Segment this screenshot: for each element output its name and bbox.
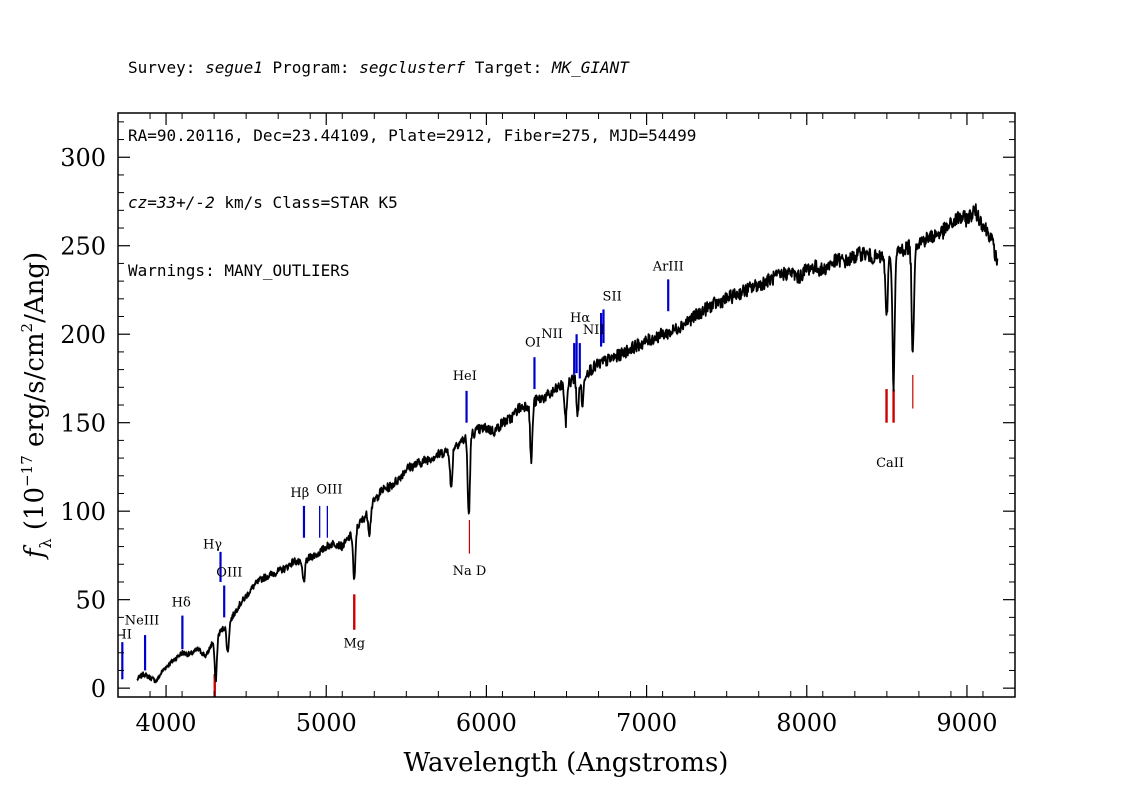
emission-line-label: HeI <box>453 369 477 384</box>
survey-value: segue1 <box>205 58 263 77</box>
absorption-line-label: Mg <box>343 636 365 651</box>
y-title-exp1: −17 <box>18 455 36 487</box>
y-title-exp2: 2 <box>18 323 36 333</box>
y-tick-label: 0 <box>91 675 106 703</box>
header-line-survey: Survey: segue1 Program: segclusterf Targ… <box>128 57 696 80</box>
emission-line-label: NeIII <box>125 613 159 628</box>
spectrum-series-line <box>136 203 999 683</box>
emission-line-label: Hα <box>570 311 590 326</box>
header-line-redshift: cz=33+/-2 km/s Class=STAR K5 <box>128 192 696 215</box>
axis-ticks-layer: 4000 5000 6000 7000 8000 9000 0 50 100 150 200 250 3… <box>60 113 1016 737</box>
emission-line-label: NII <box>541 327 563 342</box>
emission-line-label: Hβ <box>290 486 309 501</box>
y-title-b: erg/s/cm <box>20 332 50 455</box>
absorption-line-label: CaII <box>876 456 904 471</box>
emission-line-label: II <box>122 628 132 643</box>
error-band <box>137 201 998 685</box>
y-title-sub: λ <box>36 538 55 548</box>
x-tick-label: 9000 <box>936 709 997 737</box>
x-axis-title: Wavelength (Angstroms) <box>404 748 729 778</box>
emission-line-label: ArIII <box>652 260 684 275</box>
header-line-coords: RA=90.20116, Dec=23.44109, Plate=2912, F… <box>128 125 697 145</box>
x-tick-label: 8000 <box>776 709 837 737</box>
class-text: km/s Class=STAR K5 <box>214 193 398 212</box>
emission-line-label: SII <box>603 290 622 305</box>
x-tick-label: 4000 <box>136 709 197 737</box>
spectrum-data-layer <box>136 201 999 685</box>
emission-line-label: OIII <box>316 482 342 497</box>
redshift-value: cz=33+/-2 <box>128 193 215 212</box>
y-title-a: (10 <box>20 487 50 539</box>
target-label: Target: <box>465 58 552 77</box>
emission-line-label: OI <box>525 336 541 351</box>
y-tick-label: 200 <box>60 321 106 349</box>
emission-line-label: OIII <box>216 566 242 581</box>
y-title-c: /Ang) <box>20 252 50 323</box>
absorption-line-label: Na D <box>453 564 487 579</box>
y-tick-label: 100 <box>60 498 106 526</box>
header-line-warnings: Warnings: MANY_OUTLIERS <box>128 260 350 280</box>
emission-line-label: NII <box>583 323 605 338</box>
x-tick-label: 5000 <box>296 709 357 737</box>
emission-line-label: Hγ <box>203 537 222 552</box>
y-tick-label: 150 <box>60 410 106 438</box>
program-label: Program: <box>262 58 360 77</box>
x-tick-label: 6000 <box>456 709 517 737</box>
y-tick-label: 50 <box>75 587 106 615</box>
emission-line-label: Hδ <box>172 596 191 611</box>
x-tick-label: 7000 <box>616 709 677 737</box>
target-value: MK_GIANT <box>551 58 629 77</box>
program-value: segclusterf <box>359 58 466 77</box>
y-tick-label: 300 <box>60 144 106 172</box>
survey-label: Survey: <box>128 58 206 77</box>
y-tick-label: 250 <box>60 233 106 261</box>
y-axis-title: fλ (10−17 erg/s/cm2/Ang) <box>18 252 55 560</box>
spectrum-header: Survey: segue1 Program: segclusterf Targ… <box>128 12 696 305</box>
